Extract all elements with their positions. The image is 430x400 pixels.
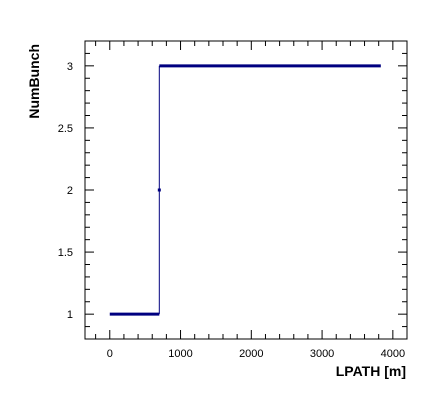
data-point [157,188,161,192]
y-tick-label: 2 [67,185,73,197]
y-tick-label: 1.5 [58,247,73,259]
x-axis-ticks: 0 1000 2000 3000 4000 [95,41,408,360]
y-tick-label: 3 [67,61,73,73]
x-tick-label: 0 [107,348,113,360]
x-tick-label: 2000 [239,348,263,360]
x-tick-label: 4000 [381,348,405,360]
y-tick-label: 1 [67,309,73,321]
series-layer [109,64,381,316]
y-tick-label: 2.5 [58,123,73,135]
x-axis-title: LPATH [m] [336,363,406,379]
y-axis-ticks: 1 1.5 2 2.5 3 [58,40,407,340]
y-axis-title: NumBunch [26,44,42,119]
x-tick-label: 3000 [310,348,334,360]
plot-frame [84,40,408,340]
x-tick-label: 1000 [168,348,192,360]
